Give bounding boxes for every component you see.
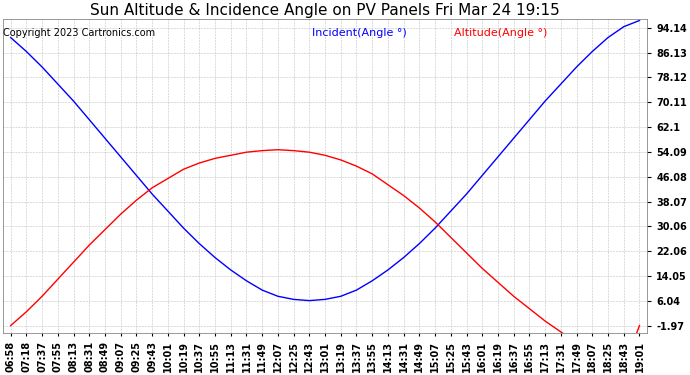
Text: Incident(Angle °): Incident(Angle °) (312, 28, 407, 38)
Text: Altitude(Angle °): Altitude(Angle °) (454, 28, 547, 38)
Title: Sun Altitude & Incidence Angle on PV Panels Fri Mar 24 19:15: Sun Altitude & Incidence Angle on PV Pan… (90, 3, 560, 18)
Text: Copyright 2023 Cartronics.com: Copyright 2023 Cartronics.com (3, 28, 155, 38)
